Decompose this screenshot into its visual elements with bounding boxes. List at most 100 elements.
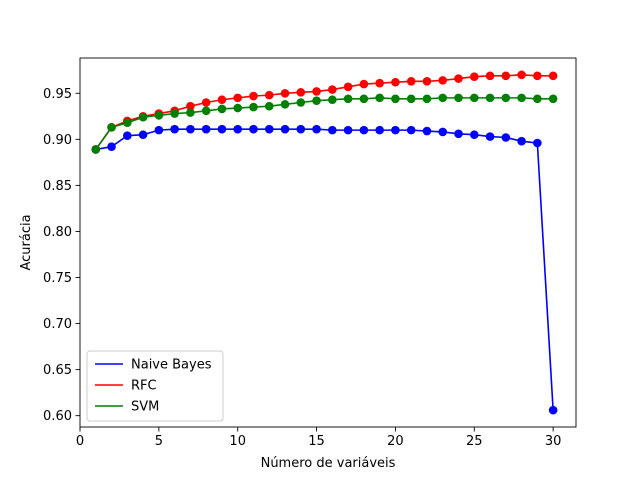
data-point-svm	[422, 94, 432, 104]
data-point-rfc	[233, 93, 243, 103]
data-point-svm	[264, 101, 274, 111]
data-point-svm	[249, 102, 258, 112]
data-point-naive-bayes	[186, 124, 195, 134]
y-tick-label: 0.90	[43, 133, 72, 148]
data-point-svm	[233, 103, 243, 113]
data-point-svm	[138, 112, 148, 122]
data-point-svm	[280, 100, 290, 109]
data-point-svm	[548, 94, 558, 104]
data-point-rfc	[359, 79, 369, 89]
data-point-svm	[485, 93, 495, 103]
y-axis-label: Acurácia	[19, 214, 34, 270]
data-point-naive-bayes	[296, 124, 306, 134]
legend: Naive Bayes RFC SVM	[86, 350, 224, 422]
data-point-naive-bayes	[359, 125, 369, 135]
data-point-svm	[170, 109, 179, 118]
data-point-naive-bayes	[233, 124, 243, 134]
data-point-rfc	[533, 71, 542, 81]
data-point-naive-bayes	[123, 131, 132, 140]
y-tick-label: 0.80	[43, 225, 72, 240]
data-point-naive-bayes	[343, 125, 353, 135]
data-point-naive-bayes	[328, 125, 337, 135]
data-point-svm	[517, 93, 526, 103]
data-point-naive-bayes	[517, 136, 526, 146]
data-point-svm	[123, 118, 132, 128]
data-point-rfc	[501, 71, 511, 81]
data-point-rfc	[375, 78, 384, 88]
data-point-svm	[533, 94, 542, 104]
data-point-rfc	[280, 88, 290, 98]
data-point-rfc	[328, 85, 337, 94]
x-tick-label: 10	[229, 434, 246, 449]
data-point-rfc	[469, 72, 479, 81]
data-point-rfc	[548, 71, 558, 81]
data-point-rfc	[438, 76, 448, 85]
y-tick-label: 0.85	[43, 179, 72, 194]
data-point-naive-bayes	[201, 124, 211, 134]
data-point-svm	[391, 94, 400, 104]
legend-label-naive-bayes: Naive Bayes	[131, 358, 212, 373]
data-point-naive-bayes	[548, 405, 558, 415]
data-point-naive-bayes	[375, 125, 384, 135]
y-tick-label: 0.60	[43, 409, 72, 424]
data-point-naive-bayes	[454, 129, 463, 139]
data-point-rfc	[454, 74, 463, 83]
data-point-svm	[217, 104, 227, 114]
data-point-naive-bayes	[249, 124, 258, 134]
data-point-svm	[454, 93, 463, 103]
data-point-rfc	[422, 77, 432, 86]
data-point-rfc	[517, 70, 526, 80]
data-point-rfc	[264, 90, 274, 100]
data-point-naive-bayes	[422, 126, 432, 136]
data-point-naive-bayes	[154, 125, 164, 135]
data-point-rfc	[201, 98, 211, 107]
data-point-naive-bayes	[107, 142, 116, 151]
data-point-svm	[328, 95, 337, 105]
data-point-rfc	[406, 77, 416, 86]
axes: 0 5 10 15 20 25 30 0.60 0.65 0.70 0.75 0.80 0.85 0.90…	[43, 57, 577, 449]
x-tick-label: 5	[155, 434, 163, 449]
axes-frame	[79, 57, 577, 428]
x-tick-label: 20	[387, 434, 404, 449]
data-point-rfc	[485, 71, 495, 81]
data-point-naive-bayes	[312, 124, 321, 134]
y-tick-label: 0.95	[43, 87, 72, 102]
data-point-rfc	[249, 91, 258, 101]
data-point-naive-bayes	[438, 127, 448, 137]
data-point-rfc	[186, 101, 195, 111]
legend-box	[86, 350, 224, 422]
data-point-svm	[296, 98, 306, 107]
data-point-rfc	[391, 77, 400, 87]
data-point-svm	[359, 94, 369, 104]
y-tick-label: 0.75	[43, 271, 72, 286]
data-point-naive-bayes	[533, 138, 542, 148]
x-tick-label: 0	[76, 434, 84, 449]
x-tick-label: 30	[545, 434, 562, 449]
data-point-svm	[312, 96, 321, 105]
data-point-naive-bayes	[280, 124, 290, 134]
data-point-naive-bayes	[264, 124, 274, 134]
data-point-svm	[154, 111, 164, 120]
x-tick-label: 25	[466, 434, 483, 449]
data-point-naive-bayes	[406, 125, 416, 135]
y-tick-label: 0.65	[43, 363, 72, 378]
data-point-svm	[501, 93, 511, 103]
y-tick-label: 0.70	[43, 317, 72, 332]
data-point-svm	[438, 93, 448, 103]
legend-label-svm: SVM	[131, 400, 159, 415]
data-point-rfc	[343, 82, 353, 92]
data-point-naive-bayes	[391, 125, 400, 135]
data-point-rfc	[312, 87, 321, 96]
data-point-rfc	[296, 88, 306, 97]
data-point-naive-bayes	[469, 130, 479, 140]
data-point-svm	[406, 94, 416, 104]
data-point-svm	[107, 123, 116, 132]
plot-area	[91, 70, 558, 415]
data-point-svm	[375, 93, 384, 103]
data-point-svm	[469, 93, 479, 103]
data-point-naive-bayes	[170, 124, 179, 134]
legend-label-rfc: RFC	[131, 379, 157, 394]
data-point-naive-bayes	[138, 130, 148, 140]
data-point-naive-bayes	[485, 132, 495, 141]
